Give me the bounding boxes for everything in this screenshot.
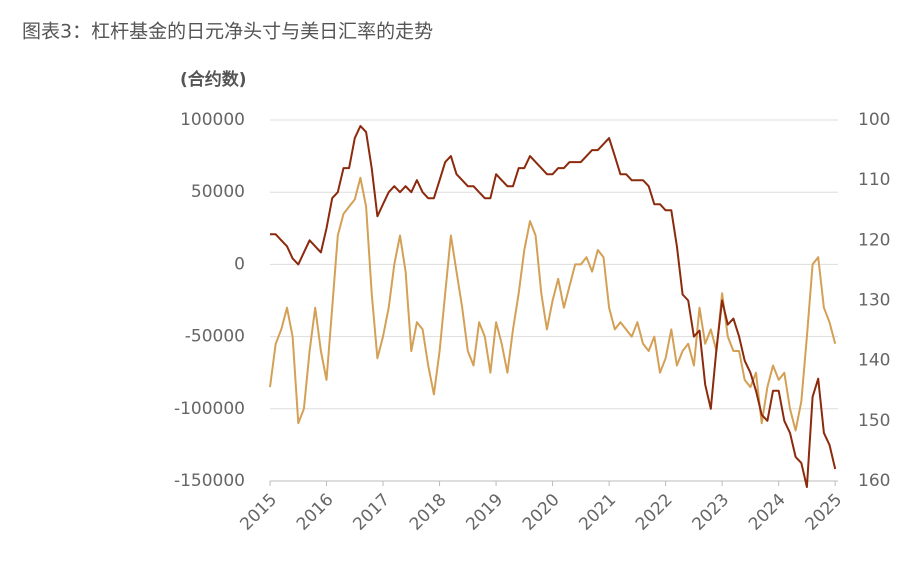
y-tick-label: -150000 xyxy=(174,471,245,491)
x-tick-label: 2025 xyxy=(802,490,847,535)
x-tick-label: 2022 xyxy=(632,490,677,535)
x-tick-label: 2021 xyxy=(575,490,620,535)
x-tick-label: 2024 xyxy=(745,490,790,535)
y-tick-label: 100000 xyxy=(180,110,245,130)
y2-tick-label: 150 xyxy=(858,411,890,431)
x-tick-label: 2017 xyxy=(349,490,394,535)
x-tick-label: 2019 xyxy=(462,490,507,535)
chart-title: 图表3：杠杆基金的日元净头寸与美日汇率的走势 xyxy=(22,21,433,43)
y2-tick-label: 100 xyxy=(858,110,890,130)
x-tick-label: 2015 xyxy=(236,490,281,535)
y-tick-label: 50000 xyxy=(191,182,245,202)
y-axis-label: (合约数) xyxy=(180,69,247,90)
y-tick-label: 0 xyxy=(234,254,245,274)
series-line xyxy=(269,176,837,432)
x-tick-label: 2016 xyxy=(293,490,338,535)
y-tick-label: -50000 xyxy=(185,327,245,347)
series-line xyxy=(270,125,837,488)
x-tick-label: 2018 xyxy=(406,490,451,535)
y2-tick-label: 120 xyxy=(858,230,890,250)
x-tick-label: 2023 xyxy=(688,490,733,535)
x-tick-label: 2020 xyxy=(519,490,564,535)
y2-tick-label: 160 xyxy=(858,471,890,491)
y2-tick-label: 140 xyxy=(858,351,890,371)
y2-tick-label: 130 xyxy=(858,291,890,311)
y-tick-label: -100000 xyxy=(174,399,245,419)
y2-tick-label: 110 xyxy=(858,170,890,190)
